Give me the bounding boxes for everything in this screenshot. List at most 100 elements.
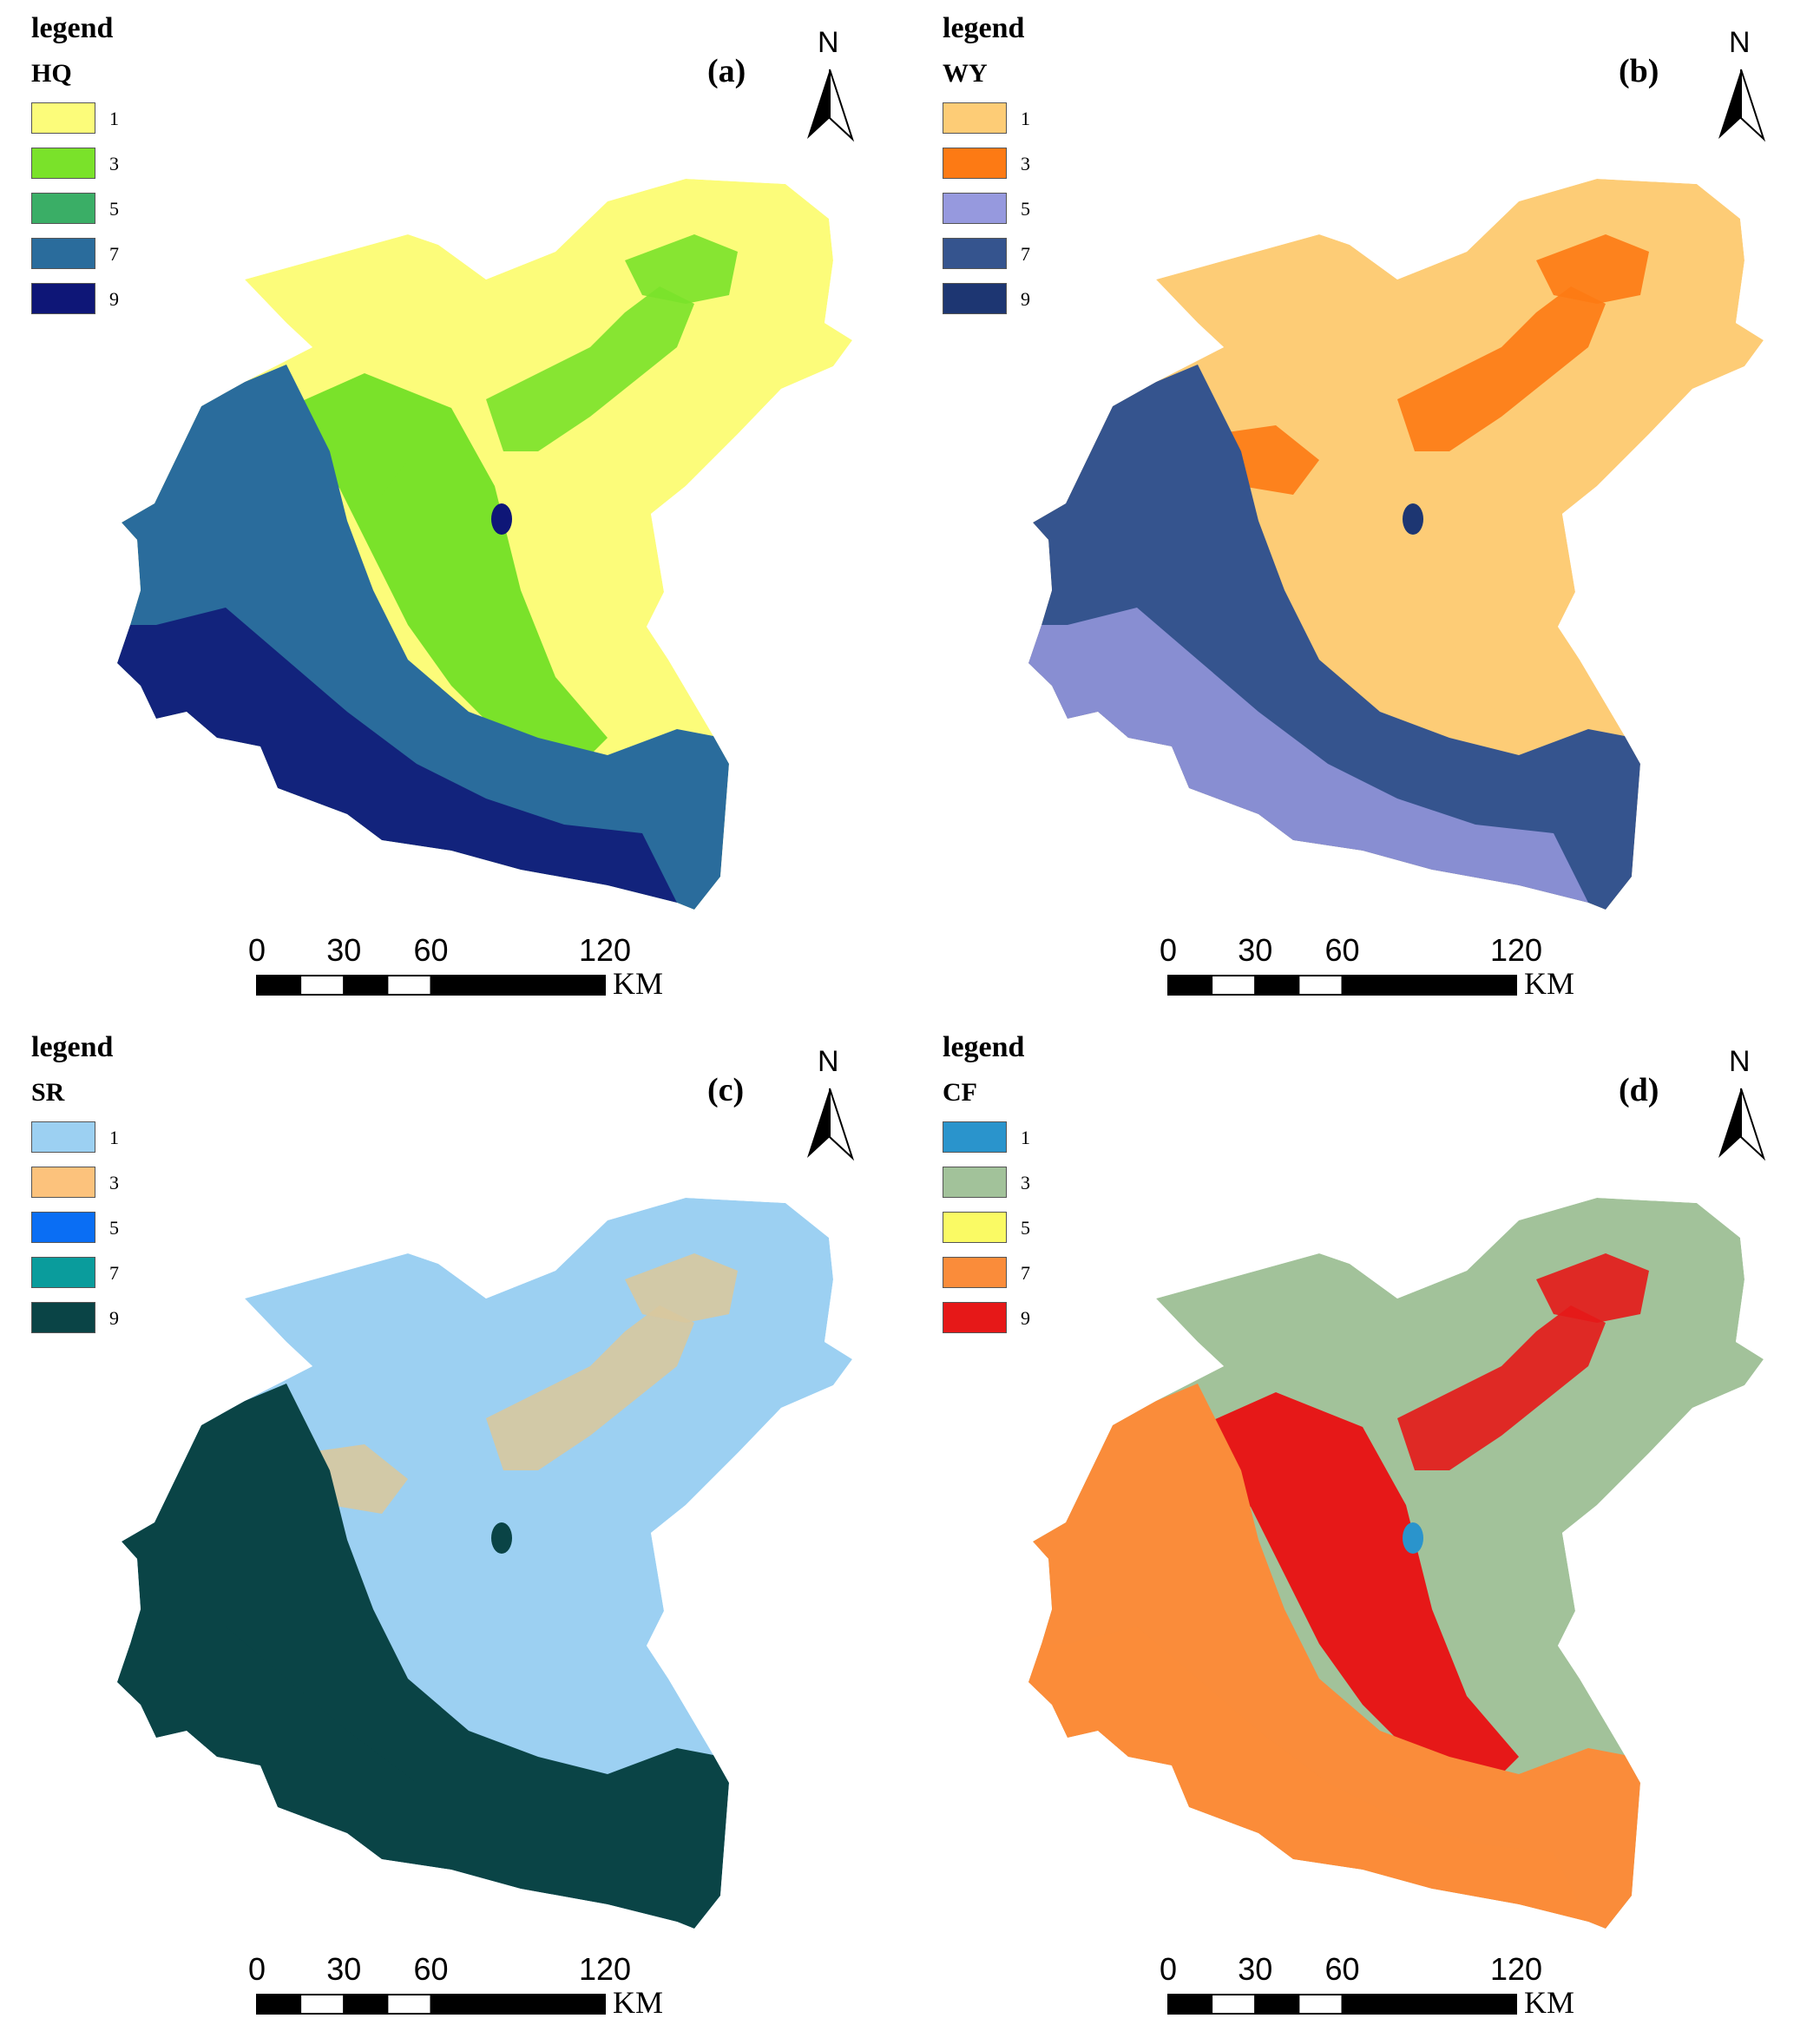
scale-segment [343, 975, 389, 996]
scale-tick-label: 0 [248, 1951, 266, 1987]
legend-variable: SR [31, 1078, 65, 1107]
legend-swatch [943, 238, 1007, 269]
legend-swatch [943, 193, 1007, 224]
map-panel-4: legend CF 1 3 5 7 9 (d) N 0 30 60 120 KM [911, 1019, 1820, 2038]
legend-label: 9 [109, 1307, 119, 1329]
legend-label: 1 [1021, 108, 1030, 129]
legend-label: 9 [1021, 288, 1030, 310]
scale-segment [1298, 975, 1344, 996]
scale-segment [430, 975, 606, 996]
region-patch [1536, 234, 1649, 304]
scale-tick-label: 30 [1238, 932, 1273, 968]
scale-segment [1298, 1994, 1344, 2015]
legend-label: 1 [109, 1127, 119, 1148]
map-svg [1028, 1088, 1766, 2015]
north-arrow-icon [807, 69, 855, 142]
legend-swatch [31, 238, 95, 269]
scale-segment [1341, 1994, 1517, 2015]
scale-tick-label: 60 [413, 932, 449, 968]
legend-label: 9 [109, 288, 119, 310]
scale-segment [386, 1994, 432, 2015]
legend-label: 5 [1021, 198, 1030, 220]
map-svg [1028, 69, 1766, 996]
scale-segment [1341, 975, 1517, 996]
north-arrow-icon [807, 1088, 855, 1161]
map-panel-3: legend SR 1 3 5 7 9 (c) N 0 30 60 120 KM [0, 1019, 910, 2038]
legend-label: 7 [1021, 243, 1030, 265]
region-patch [1397, 1305, 1606, 1470]
panel-label: (c) [707, 1072, 745, 1108]
scale-tick-label: 30 [1238, 1951, 1273, 1987]
legend-label: 7 [109, 1262, 119, 1284]
legend-swatch [943, 283, 1007, 314]
region-patch [486, 286, 694, 451]
scale-unit: KM [1524, 1985, 1575, 2020]
region-patch [1397, 286, 1606, 451]
region-patch [738, 608, 816, 694]
north-label: N [1729, 26, 1751, 59]
region-patch [625, 1253, 738, 1323]
scale-tick-label: 120 [1490, 1951, 1543, 1987]
region-west-zone [1028, 1384, 1640, 1929]
legend-swatch [31, 1167, 95, 1198]
scale-tick-label: 60 [1324, 932, 1360, 968]
panel-label: (d) [1619, 1072, 1659, 1108]
region-south-zone [117, 608, 677, 903]
scale-tick-label: 60 [1324, 1951, 1360, 1987]
scale-tick-label: 120 [579, 1951, 632, 1987]
legend-label: 3 [109, 1172, 119, 1193]
map-svg [117, 1088, 855, 2015]
scale-tick-label: 0 [1160, 1951, 1178, 1987]
legend-swatch [31, 102, 95, 134]
legend-swatch [31, 193, 95, 224]
legend-label: 3 [1021, 1172, 1030, 1193]
region-west-zone [117, 1384, 729, 1929]
legend-title: legend [31, 1031, 114, 1063]
legend-swatch [943, 102, 1007, 134]
scale-bar [1167, 1994, 1517, 2015]
legend-label: 5 [109, 198, 119, 220]
north-label: N [818, 1045, 839, 1078]
scale-tick-label: 0 [248, 932, 266, 968]
legend-swatch [31, 148, 95, 179]
legend-label: 9 [1021, 1307, 1030, 1329]
legend-swatch [943, 1121, 1007, 1153]
scale-bar [256, 1994, 606, 2015]
scale-unit: KM [613, 966, 664, 1001]
scale-segment [1167, 1994, 1213, 2015]
north-arrow-icon [1718, 1088, 1766, 1161]
region-patch [1649, 1627, 1727, 1713]
legend-label: 3 [109, 153, 119, 174]
panel-label: (b) [1619, 53, 1659, 89]
legend-label: 5 [1021, 1217, 1030, 1239]
scale-bar [256, 975, 606, 996]
scale-tick-label: 60 [413, 1951, 449, 1987]
lake [1403, 1522, 1423, 1554]
region-patch [1536, 1253, 1649, 1323]
region-patch [1649, 608, 1727, 694]
scale-segment [430, 1994, 606, 2015]
legend-title: legend [943, 1031, 1025, 1063]
scale-segment [1254, 1994, 1300, 2015]
scale-segment [1254, 975, 1300, 996]
scale-unit: KM [613, 1985, 664, 2020]
scale-segment [1211, 1994, 1257, 2015]
scale-tick-label: 30 [326, 932, 362, 968]
scale-tick-label: 0 [1160, 932, 1178, 968]
region-west-zone [1028, 365, 1640, 910]
region-south-zone [1028, 608, 1588, 903]
scale-unit: KM [1524, 966, 1575, 1001]
region-patch [486, 1305, 694, 1470]
legend-label: 1 [1021, 1127, 1030, 1148]
map-panel-2: legend WY 1 3 5 7 9 (b) N 0 30 60 120 KM [911, 0, 1820, 1019]
scale-segment [256, 975, 302, 996]
lake [1403, 503, 1423, 535]
legend-swatch [31, 1302, 95, 1333]
map-svg [117, 69, 855, 996]
legend-label: 1 [109, 108, 119, 129]
legend-swatch [31, 1121, 95, 1153]
legend-swatch [943, 1302, 1007, 1333]
north-label: N [818, 26, 839, 59]
region-patch [738, 1627, 816, 1713]
scale-segment [1167, 975, 1213, 996]
